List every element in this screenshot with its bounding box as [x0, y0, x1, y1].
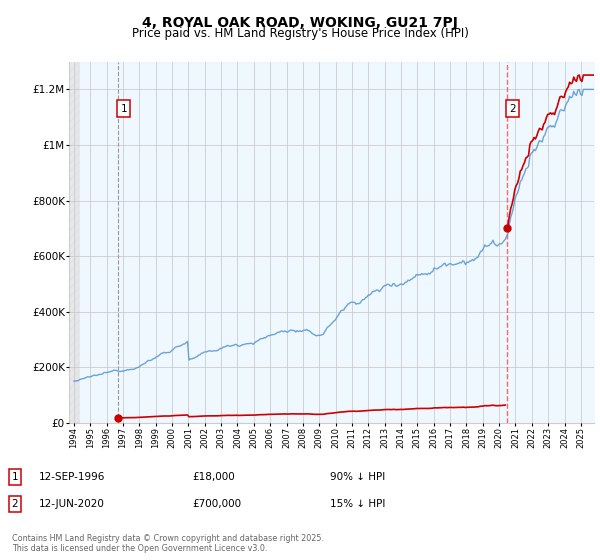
Text: 90% ↓ HPI: 90% ↓ HPI [330, 472, 385, 482]
Text: £700,000: £700,000 [192, 499, 241, 509]
Text: 4, ROYAL OAK ROAD, WOKING, GU21 7PJ: 4, ROYAL OAK ROAD, WOKING, GU21 7PJ [142, 16, 458, 30]
Text: Contains HM Land Registry data © Crown copyright and database right 2025.
This d: Contains HM Land Registry data © Crown c… [12, 534, 324, 553]
Text: Price paid vs. HM Land Registry's House Price Index (HPI): Price paid vs. HM Land Registry's House … [131, 27, 469, 40]
Text: 2: 2 [11, 499, 19, 509]
Text: 2: 2 [509, 104, 515, 114]
Text: 15% ↓ HPI: 15% ↓ HPI [330, 499, 385, 509]
Text: 1: 1 [121, 104, 127, 114]
Text: 12-JUN-2020: 12-JUN-2020 [39, 499, 105, 509]
Text: 1: 1 [11, 472, 19, 482]
Text: 12-SEP-1996: 12-SEP-1996 [39, 472, 106, 482]
Text: £18,000: £18,000 [192, 472, 235, 482]
Bar [69, 62, 79, 423]
